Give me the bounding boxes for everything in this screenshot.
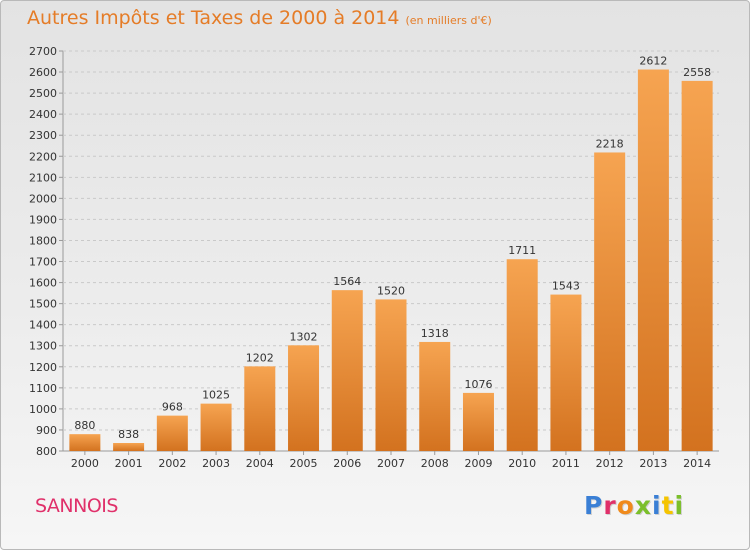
x-tick-label: 2004 — [246, 457, 274, 470]
y-tick-label: 1800 — [29, 234, 57, 247]
data-label: 838 — [118, 428, 139, 441]
y-tick-label: 1500 — [29, 298, 57, 311]
logo-letter: P — [584, 491, 604, 520]
x-tick-label: 2008 — [421, 457, 449, 470]
data-label: 1543 — [552, 280, 580, 293]
y-tick-label: 900 — [36, 424, 57, 437]
x-tick-label: 2002 — [158, 457, 186, 470]
data-label: 968 — [162, 401, 183, 414]
data-label: 2558 — [683, 66, 711, 79]
bar — [156, 415, 188, 451]
place-name: SANNOIS — [35, 495, 118, 517]
x-tick-label: 2007 — [377, 457, 405, 470]
proxiti-logo[interactable]: Proxiti — [584, 491, 684, 520]
x-tick-label: 2005 — [290, 457, 318, 470]
data-label: 2218 — [596, 137, 624, 150]
x-tick-label: 2014 — [683, 457, 711, 470]
x-tick-label: 2010 — [508, 457, 536, 470]
logo-letter: i — [652, 491, 662, 520]
logo-letter: r — [603, 491, 617, 520]
bar — [331, 290, 363, 451]
x-tick-label: 2003 — [202, 457, 230, 470]
y-tick-label: 2200 — [29, 150, 57, 163]
y-tick-label: 1400 — [29, 319, 57, 332]
y-tick-label: 2400 — [29, 108, 57, 121]
y-tick-label: 2100 — [29, 171, 57, 184]
bar — [462, 392, 494, 451]
bar — [506, 259, 538, 451]
x-tick-label: 2012 — [596, 457, 624, 470]
bar — [419, 341, 451, 451]
y-tick-label: 2300 — [29, 129, 57, 142]
y-tick-label: 2500 — [29, 87, 57, 100]
data-label: 1711 — [508, 244, 536, 257]
chart-title-text: Autres Impôts et Taxes de 2000 à 2014 — [27, 7, 400, 29]
y-tick-label: 1100 — [29, 382, 57, 395]
y-tick-label: 1000 — [29, 403, 57, 416]
logo-letter: t — [661, 491, 675, 520]
data-label: 1302 — [290, 330, 318, 343]
y-tick-label: 2000 — [29, 192, 57, 205]
bar — [69, 434, 101, 451]
logo-letter: o — [616, 491, 635, 520]
chart-unit: (en milliers d'€) — [405, 14, 492, 27]
y-tick-label: 1200 — [29, 361, 57, 374]
bar — [550, 294, 582, 451]
bar — [594, 152, 626, 451]
y-tick-label: 1300 — [29, 340, 57, 353]
logo-letter: i — [674, 491, 685, 520]
y-tick-label: 2700 — [29, 45, 57, 58]
bar — [681, 80, 713, 451]
data-label: 1318 — [421, 327, 449, 340]
y-tick-label: 800 — [36, 445, 57, 458]
data-label: 1564 — [333, 275, 361, 288]
x-tick-label: 2013 — [639, 457, 667, 470]
data-label: 880 — [74, 419, 95, 432]
x-tick-label: 2006 — [333, 457, 361, 470]
bar — [375, 299, 407, 451]
data-label: 1520 — [377, 284, 405, 297]
bar — [113, 443, 145, 451]
data-label: 1202 — [246, 351, 274, 364]
bar — [244, 366, 276, 451]
bar — [637, 69, 669, 452]
x-tick-label: 2000 — [71, 457, 99, 470]
bar — [200, 403, 232, 451]
y-tick-label: 1700 — [29, 256, 57, 269]
y-tick-label: 1900 — [29, 213, 57, 226]
y-tick-label: 1600 — [29, 277, 57, 290]
x-tick-label: 2011 — [552, 457, 580, 470]
data-label: 2612 — [639, 55, 667, 68]
bar — [288, 345, 320, 451]
x-tick-label: 2001 — [115, 457, 143, 470]
data-label: 1076 — [464, 378, 492, 391]
chart-title: Autres Impôts et Taxes de 2000 à 2014 (en… — [27, 7, 492, 29]
logo-letter: x — [634, 491, 652, 520]
data-label: 1025 — [202, 389, 230, 402]
y-tick-label: 2600 — [29, 66, 57, 79]
x-tick-label: 2009 — [464, 457, 492, 470]
